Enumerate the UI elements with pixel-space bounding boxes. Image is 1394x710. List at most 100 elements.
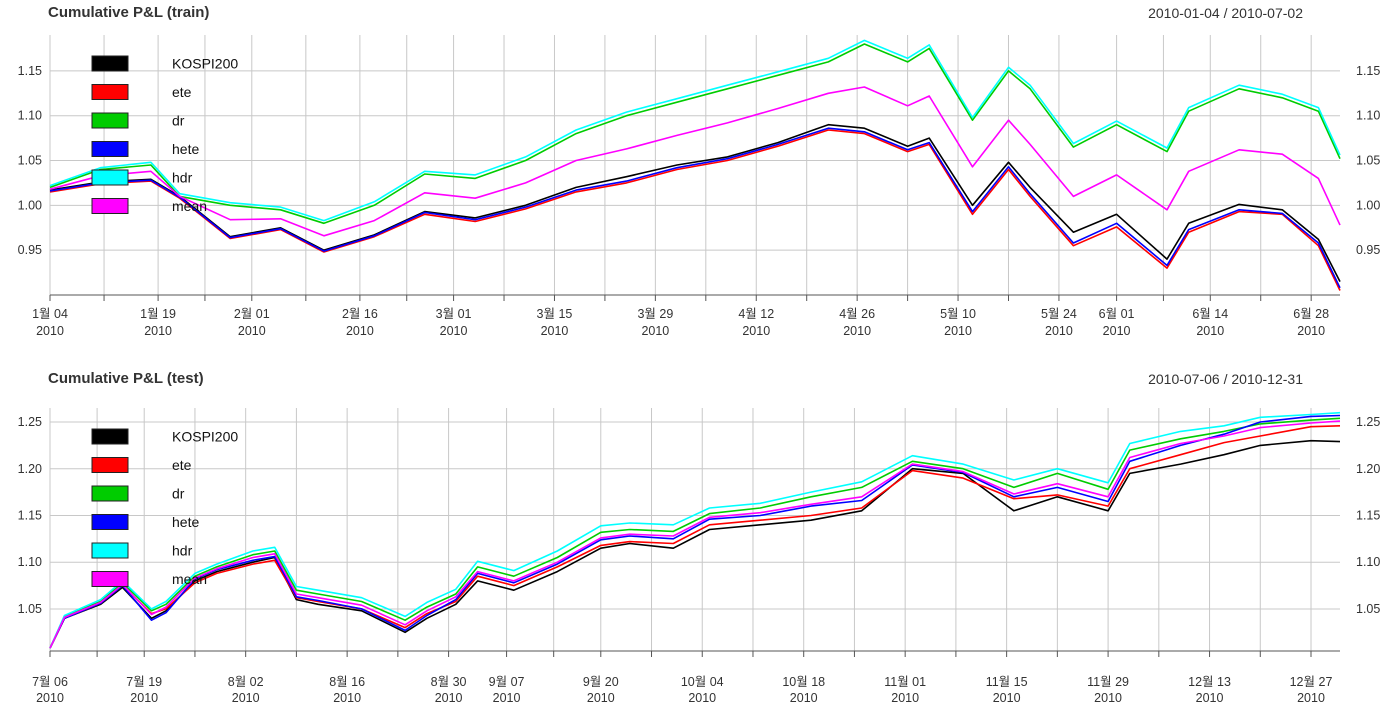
train-xtick-label: 4월 12 — [738, 307, 774, 321]
train-xtick-label: 6월 01 — [1099, 307, 1135, 321]
train-xtick-label: 5월 10 — [940, 307, 976, 321]
test-xtick-year: 2010 — [435, 691, 463, 705]
test-xtick-year: 2010 — [587, 691, 615, 705]
train-ytick-left: 1.10 — [18, 109, 42, 123]
test-series-line-ete — [49, 425, 1341, 649]
test-xtick-label: 7월 06 — [32, 675, 68, 689]
train-xtick-year: 2010 — [843, 324, 871, 338]
train-xtick-label: 3월 29 — [637, 307, 673, 321]
train-ytick-left: 1.15 — [18, 64, 42, 78]
test-xtick-label: 10월 04 — [681, 675, 724, 689]
test-xtick-year: 2010 — [1196, 691, 1224, 705]
test-xtick-label: 11월 29 — [1087, 675, 1129, 689]
train-legend-swatch-hdr — [91, 169, 129, 186]
train-xtick-label: 3월 01 — [436, 307, 472, 321]
train-xtick-year: 2010 — [238, 324, 266, 338]
test-xtick-year: 2010 — [688, 691, 716, 705]
test-xtick-label: 10월 18 — [782, 675, 825, 689]
test-ytick-left: 1.10 — [18, 555, 42, 569]
test-xtick-year: 2010 — [790, 691, 818, 705]
train-xtick-year: 2010 — [944, 324, 972, 338]
train-legend-label: KOSPI200 — [172, 56, 238, 72]
train-legend-label: ete — [172, 84, 192, 100]
train-legend-swatch-dr — [91, 112, 129, 129]
train-xtick-year: 2010 — [641, 324, 669, 338]
test-xtick-year: 2010 — [333, 691, 361, 705]
test-ytick-left: 1.25 — [18, 415, 42, 429]
test-legend-swatch-dr — [91, 485, 129, 502]
test-xtick-year: 2010 — [130, 691, 158, 705]
test-series-line-mean — [49, 420, 1341, 649]
test-xtick-label: 7월 19 — [126, 675, 162, 689]
train-ytick-left: 1.00 — [18, 198, 42, 212]
test-legend-swatch-ete — [91, 457, 129, 473]
test-legend-label: mean — [172, 571, 207, 587]
test-ytick-left: 1.05 — [18, 602, 42, 616]
train-xtick-label: 2월 01 — [234, 307, 270, 321]
test-legend-swatch-hete — [91, 514, 129, 530]
train-date-range: 2010-01-04 / 2010-07-02 — [1148, 5, 1303, 21]
test-legend-label: dr — [172, 486, 185, 502]
test-ytick-left: 1.20 — [18, 462, 42, 476]
train-xtick-year: 2010 — [1103, 324, 1131, 338]
train-series-line-hdr — [49, 39, 1341, 222]
train-ytick-right: 0.95 — [1356, 243, 1380, 257]
test-legend-swatch-kospi200 — [91, 428, 129, 445]
train-ytick-right: 1.00 — [1356, 198, 1380, 212]
test-ytick-right: 1.25 — [1356, 415, 1380, 429]
train-ytick-left: 0.95 — [18, 243, 42, 257]
test-xtick-year: 2010 — [493, 691, 521, 705]
test-xtick-label: 8월 02 — [228, 675, 264, 689]
test-xtick-year: 2010 — [891, 691, 919, 705]
train-legend-label: hete — [172, 141, 199, 157]
train-ytick-right: 1.10 — [1356, 109, 1380, 123]
test-legend-label: ete — [172, 457, 192, 473]
test-chart-svg: 1.05 1.05 1.10 1.10 1.15 1.15 1.20 1.20 1.25 1.25… — [18, 408, 1380, 705]
train-chart-panel: Cumulative P&L (train) 2010-01-04 / 2010… — [18, 4, 1381, 338]
train-xtick-year: 2010 — [1297, 324, 1325, 338]
train-ytick-right: 1.15 — [1356, 64, 1380, 78]
test-xtick-label: 9월 07 — [489, 675, 525, 689]
train-legend-swatch-kospi200 — [91, 55, 129, 72]
test-legend-swatch-mean — [91, 571, 129, 587]
train-xtick-label: 6월 28 — [1293, 307, 1329, 321]
test-ytick-right: 1.20 — [1356, 462, 1380, 476]
train-ytick-right: 1.05 — [1356, 154, 1380, 168]
test-xtick-label: 11월 15 — [986, 675, 1028, 689]
train-xtick-year: 2010 — [346, 324, 374, 338]
train-series-line-dr — [49, 43, 1341, 225]
test-series-line-dr — [49, 417, 1341, 649]
train-series-line-hete — [49, 127, 1341, 289]
test-xtick-year: 2010 — [1094, 691, 1122, 705]
train-xtick-label: 1월 04 — [32, 307, 68, 321]
train-legend-swatch-hete — [91, 141, 129, 157]
test-legend-label: hdr — [172, 543, 193, 559]
train-xtick-year: 2010 — [742, 324, 770, 338]
test-xtick-label: 11월 01 — [884, 675, 926, 689]
train-series-line-mean — [49, 86, 1341, 237]
test-chart-panel: Cumulative P&L (test) 2010-07-06 / 2010-… — [0, 366, 1394, 710]
train-legend-swatch-ete — [91, 84, 129, 100]
train-series-line-ete — [49, 129, 1341, 291]
test-ytick-left: 1.15 — [18, 508, 42, 522]
test-date-range: 2010-07-06 / 2010-12-31 — [1148, 371, 1303, 387]
train-chart-title: Cumulative P&L (train) — [48, 4, 210, 21]
test-xtick-label: 8월 30 — [431, 675, 467, 689]
test-ytick-right: 1.10 — [1356, 555, 1380, 569]
train-xtick-year: 2010 — [36, 324, 64, 338]
train-xtick-year: 2010 — [440, 324, 468, 338]
train-ytick-left: 1.05 — [18, 154, 42, 168]
test-legend-swatch-hdr — [91, 542, 129, 559]
test-xtick-year: 2010 — [232, 691, 260, 705]
train-legend-label: dr — [172, 113, 185, 129]
test-series-line-hdr — [49, 411, 1341, 649]
test-xtick-label: 8월 16 — [329, 675, 365, 689]
test-legend-label: KOSPI200 — [172, 429, 238, 445]
train-chart-svg: 0.95 0.95 1.00 1.00 1.05 1.05 1.10 1.10 1.15 1.15… — [18, 35, 1380, 338]
test-ytick-right: 1.05 — [1356, 602, 1380, 616]
train-legend-label: mean — [172, 198, 207, 214]
train-xtick-year: 2010 — [541, 324, 569, 338]
test-legend-label: hete — [172, 514, 199, 530]
train-series-line-kospi200 — [49, 123, 1341, 282]
test-ytick-right: 1.15 — [1356, 508, 1380, 522]
